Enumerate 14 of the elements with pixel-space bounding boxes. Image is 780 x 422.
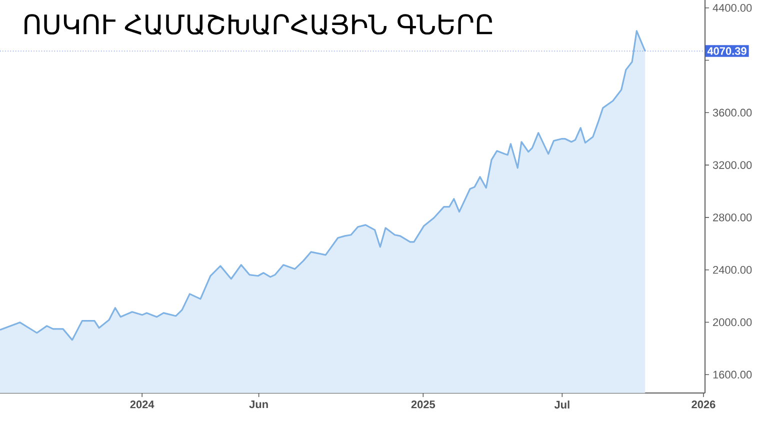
chart-title: ՈՍԿՈՒ ՀԱՄԱՇԽԱՐՀԱՅԻՆ ԳՆԵՐԸ: [24, 14, 492, 35]
y-tick-label: 2000.00: [713, 318, 752, 326]
y-tick-label: 2400.00: [713, 266, 752, 274]
y-tick-label: 1600.00: [713, 370, 752, 379]
ref-line-label: 4070.39: [707, 47, 746, 55]
y-tick-label: 4400.00: [712, 4, 752, 12]
y-tick-label: 3200.00: [712, 161, 752, 169]
x-tick-label: 2026: [692, 400, 716, 408]
x-tick-label: 2024: [130, 400, 154, 408]
y-tick-label: 3600.00: [712, 108, 752, 117]
x-tick-label: Jul: [554, 400, 570, 409]
y-tick-label: 2800.00: [713, 214, 752, 222]
x-tick-label: 2025: [411, 400, 436, 408]
x-tick-label: Jun: [249, 400, 268, 408]
